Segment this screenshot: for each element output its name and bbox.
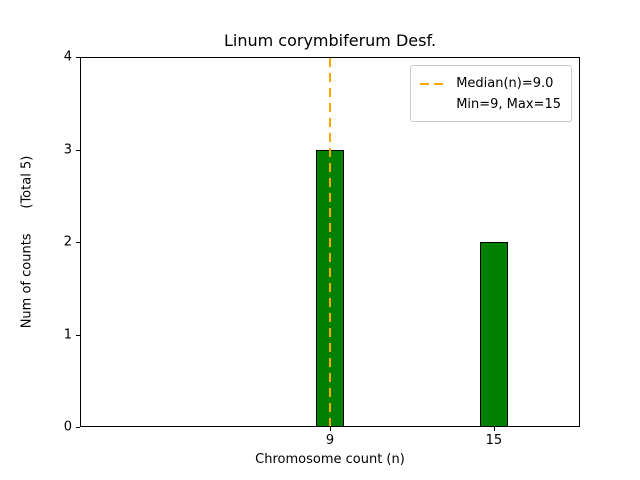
y-tick-label: 3 [63, 142, 72, 157]
legend-row-median: Median(n)=9.0 [420, 73, 561, 94]
legend: Median(n)=9.0 Min=9, Max=15 [410, 65, 572, 122]
x-tick-label: 15 [485, 433, 503, 448]
y-tick-label: 1 [63, 327, 72, 342]
median-line-sample-icon [420, 82, 449, 85]
median-line [329, 58, 331, 426]
y-tick [76, 57, 80, 58]
y-tick-label: 4 [63, 49, 72, 65]
x-axis-label: Chromosome count (n) [255, 452, 405, 467]
x-tick-label: 9 [325, 433, 335, 448]
y-tick-label: 0 [63, 419, 72, 435]
y-tick [76, 334, 80, 336]
legend-sample-spacer [420, 104, 448, 106]
legend-label-minmax: Min=9, Max=15 [456, 97, 561, 112]
bar [480, 242, 508, 427]
legend-label-median: Median(n)=9.0 [456, 76, 554, 91]
y-tick [76, 149, 80, 151]
y-tick [76, 242, 80, 243]
y-tick-label: 2 [63, 234, 72, 250]
legend-row-minmax: Min=9, Max=15 [420, 94, 561, 115]
chart-title: Linum corymbiferum Desf. [223, 31, 437, 50]
y-axis-label: Num of counts (Total 5) [19, 155, 35, 329]
y-tick [76, 427, 80, 428]
x-tick [330, 427, 331, 431]
x-tick [493, 427, 495, 431]
